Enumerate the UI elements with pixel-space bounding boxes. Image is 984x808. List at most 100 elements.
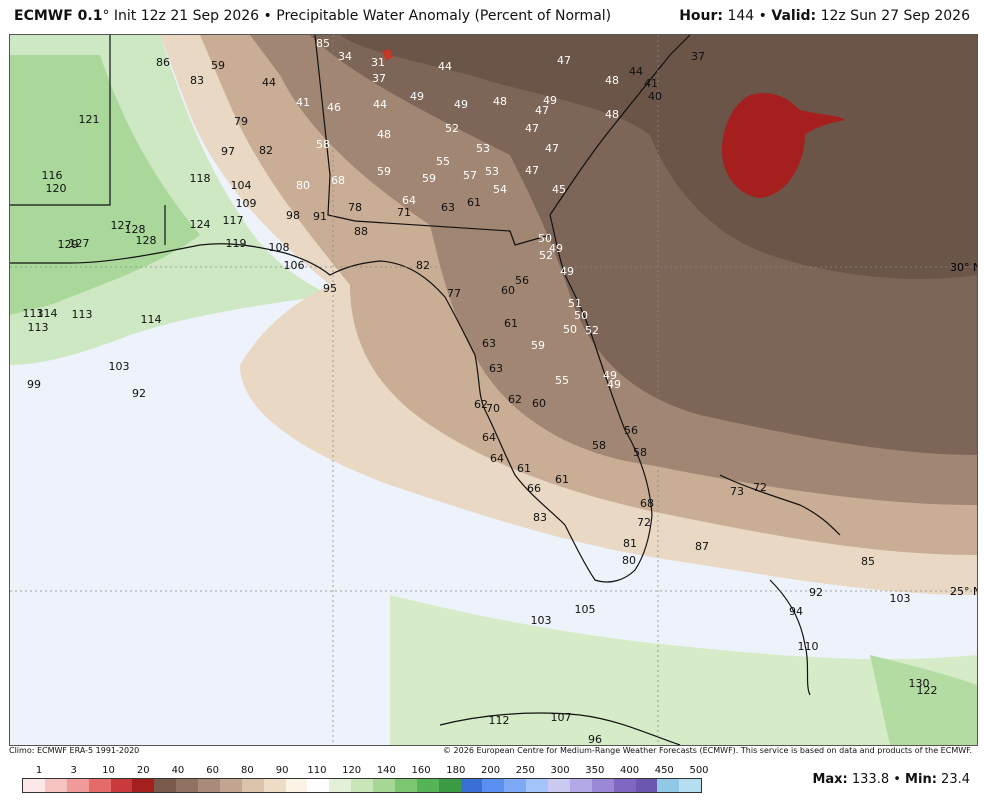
map-value-label: 52 — [539, 249, 553, 262]
valid-label: Valid: — [771, 8, 817, 24]
map-value-label: 44 — [438, 60, 452, 73]
map-value-label: 99 — [27, 378, 41, 391]
climo-note: Climo: ECMWF ERA-5 1991-2020 — [9, 746, 140, 755]
colorbar-swatch — [154, 779, 177, 792]
small-minimum-area — [382, 49, 393, 61]
map-value-label: 72 — [753, 481, 767, 494]
map-value-label: 118 — [190, 172, 211, 185]
minimum-anomaly-area — [721, 93, 845, 198]
map-value-label: 88 — [354, 225, 368, 238]
map-value-label: 54 — [493, 183, 507, 196]
colorbar-swatch — [176, 779, 198, 792]
min-label: Min: — [905, 772, 937, 787]
colorbar-swatch — [66, 779, 89, 792]
map-value-label: 44 — [262, 76, 276, 89]
map-value-label: 52 — [585, 324, 599, 337]
map-value-label: 63 — [441, 201, 455, 214]
map-value-label: 79 — [234, 115, 248, 128]
map-value-label: 53 — [485, 165, 499, 178]
map-value-label: 60 — [532, 397, 546, 410]
map-value-label: 120 — [46, 182, 67, 195]
colorbar-swatch — [44, 779, 67, 792]
map-value-label: 114 — [37, 307, 58, 320]
copyright-note: © 2026 European Centre for Medium-Range … — [443, 746, 972, 755]
atlantic-coast — [549, 35, 691, 216]
lat-lon-grid — [10, 35, 977, 745]
map-value-label: 64 — [402, 194, 416, 207]
map-value-label: 61 — [504, 317, 518, 330]
colorbar-tick-label: 450 — [654, 765, 674, 776]
colorbar-tick-label: 500 — [689, 765, 709, 776]
map-value-label: 130 — [909, 677, 930, 690]
map-value-label: 47 — [525, 122, 539, 135]
lat-label-25: 25° N — [950, 585, 977, 598]
map-value-label: 68 — [640, 497, 654, 510]
map-value-label: 40 — [648, 90, 662, 103]
map-value-label: 104 — [231, 179, 252, 192]
map-value-label: 61 — [517, 462, 531, 475]
colorbar-tick-label: 20 — [136, 765, 150, 776]
map-value-label: 124 — [190, 218, 211, 231]
colorbar-tick-label: 140 — [376, 765, 396, 776]
colorbar-tick-label: 300 — [550, 765, 570, 776]
map-value-label: 105 — [575, 603, 596, 616]
map-title: ECMWF 0.1° Init 12z 21 Sep 2026 • Precip… — [14, 8, 611, 24]
map-value-label: 87 — [695, 540, 709, 553]
map-value-label: 46 — [327, 101, 341, 114]
map-value-label: 59 — [211, 59, 225, 72]
map-value-label: 92 — [809, 586, 823, 599]
colorbar-swatch — [329, 779, 352, 792]
map-value-label: 86 — [156, 56, 170, 69]
map-value-label: 64 — [490, 452, 504, 465]
map-value-label: 61 — [467, 196, 481, 209]
map-value-label: 70 — [486, 402, 500, 415]
colorbar — [22, 778, 702, 793]
colorbar-swatch — [679, 779, 702, 792]
colorbar-swatch — [219, 779, 242, 792]
product-name: Precipitable Water Anomaly (Percent of N… — [276, 8, 612, 24]
model-name: ECMWF 0.1 — [14, 8, 103, 24]
map-value-label: 61 — [555, 473, 569, 486]
colorbar-swatch — [394, 779, 417, 792]
map-value-label: 83 — [533, 511, 547, 524]
map-value-label: 49 — [549, 242, 563, 255]
valid-value: 12z Sun 27 Sep 2026 — [820, 8, 970, 24]
map-value-label: 49 — [410, 90, 424, 103]
hour-value: 144 — [727, 8, 755, 24]
colorbar-swatch — [416, 779, 439, 792]
map-value-label: 37 — [691, 50, 705, 63]
colorbar-swatch — [285, 779, 308, 792]
colorbar-swatch — [526, 779, 548, 792]
map-value-label: 58 — [633, 446, 647, 459]
colorbar-swatch — [613, 779, 636, 792]
map-canvas: 30° N 25° N 8534313744474844414037868359… — [10, 35, 977, 745]
map-value-label: 77 — [447, 287, 461, 300]
map-value-label: 59 — [422, 172, 436, 185]
map-value-label: 94 — [789, 605, 803, 618]
map-value-label: 127 — [69, 237, 90, 250]
map-value-label: 114 — [141, 313, 162, 326]
colorbar-swatch — [263, 779, 286, 792]
map-value-label: 82 — [259, 144, 273, 157]
map-value-label: 122 — [917, 684, 938, 697]
map-value-label: 49 — [607, 378, 621, 391]
colorbar-swatch — [132, 779, 155, 792]
map-value-label: 96 — [588, 733, 602, 745]
florida-gulf-coast — [10, 214, 653, 583]
max-min-readout: Max: 133.8 • Min: 23.4 — [812, 772, 970, 787]
map-value-label: 49 — [603, 369, 617, 382]
map-value-label: 49 — [560, 265, 574, 278]
cuba-outline — [769, 579, 811, 696]
map-value-label: 112 — [489, 714, 510, 727]
colorbar-tick-label: 110 — [307, 765, 327, 776]
colorbar-swatch — [591, 779, 614, 792]
map-value-label: 52 — [445, 122, 459, 135]
map-value-label: 48 — [493, 95, 507, 108]
colorbar-swatch — [88, 779, 111, 792]
map-value-label: 117 — [223, 214, 244, 227]
state-border-ga-fl — [314, 35, 551, 246]
map-value-label: 62 — [474, 398, 488, 411]
map-value-label: 113 — [28, 321, 49, 334]
map-value-label: 109 — [236, 197, 257, 210]
map-value-label: 103 — [531, 614, 552, 627]
